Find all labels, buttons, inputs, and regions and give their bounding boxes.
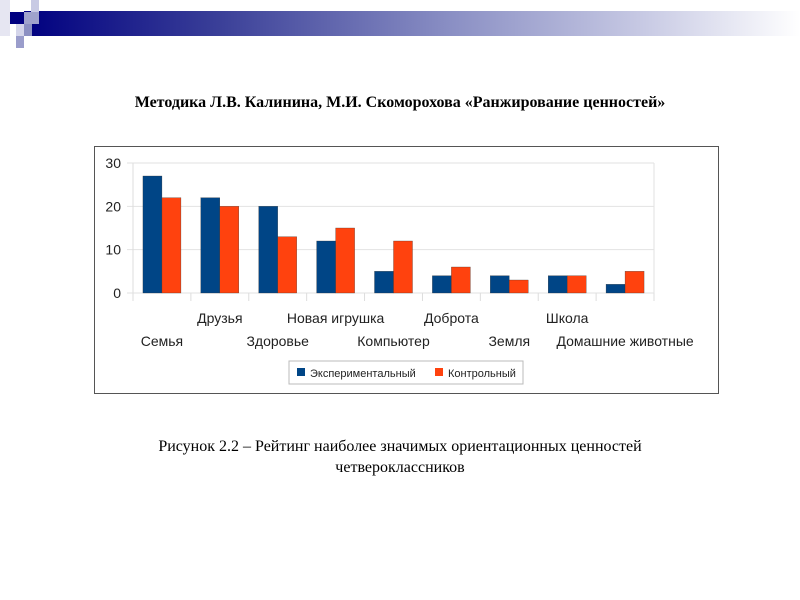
decor-square	[10, 12, 24, 24]
bar-control	[451, 266, 471, 294]
bar-control	[219, 206, 239, 294]
bar-control	[509, 279, 529, 294]
decor-square	[16, 36, 24, 48]
bar-experimental	[200, 197, 220, 294]
bar-experimental	[258, 206, 278, 294]
bar-experimental	[316, 240, 336, 294]
x-tick-label: Здоровье	[246, 333, 309, 349]
decor-square	[24, 12, 39, 24]
x-tick-label: Земля	[488, 333, 530, 349]
x-tick-label: Друзья	[197, 310, 242, 326]
x-tick-label: Домашние животные	[556, 333, 693, 349]
y-tick-label: 30	[105, 155, 121, 171]
legend-label: Экспериментальный	[310, 368, 416, 380]
bar-control	[393, 240, 413, 294]
bar-experimental	[142, 175, 163, 294]
legend-label: Контрольный	[448, 368, 516, 380]
decor-square	[24, 24, 32, 36]
bar-control	[624, 271, 645, 294]
x-tick-label: Семья	[141, 333, 183, 349]
x-tick-label: Доброта	[424, 310, 479, 326]
x-tick-label: Новая игрушка	[287, 310, 385, 326]
legend-swatch	[297, 368, 305, 376]
x-tick-label: Школа	[546, 310, 589, 326]
bar-control	[335, 227, 355, 294]
decor-square	[31, 0, 39, 12]
caption-line-2: четвероклассников	[335, 459, 465, 476]
bar-control	[277, 236, 297, 294]
bar-control	[161, 197, 182, 294]
figure-caption: Рисунок 2.2 – Рейтинг наиболее значимых …	[0, 436, 800, 478]
y-tick-label: 0	[113, 285, 121, 301]
bar-experimental	[548, 275, 568, 294]
bar-control	[567, 275, 587, 294]
y-tick-label: 10	[105, 242, 121, 258]
y-tick-label: 20	[105, 198, 121, 214]
caption-line-1: Рисунок 2.2 – Рейтинг наиболее значимых …	[158, 438, 642, 455]
bar-experimental	[432, 275, 452, 294]
bar-experimental	[490, 275, 510, 294]
bar-experimental	[374, 271, 394, 294]
decor-square	[0, 0, 10, 36]
x-tick-label: Компьютер	[357, 333, 430, 349]
legend-swatch	[435, 368, 443, 376]
bar-experimental	[605, 284, 626, 294]
bar-chart: 0 10 20 30 Семья Друзья Здоровье Новая игрушка К…	[94, 146, 719, 394]
slide-title: Методика Л.В. Калинина, М.И. Скоморохова…	[134, 94, 666, 111]
legend-box	[288, 360, 524, 385]
header-gradient-band	[24, 11, 800, 36]
